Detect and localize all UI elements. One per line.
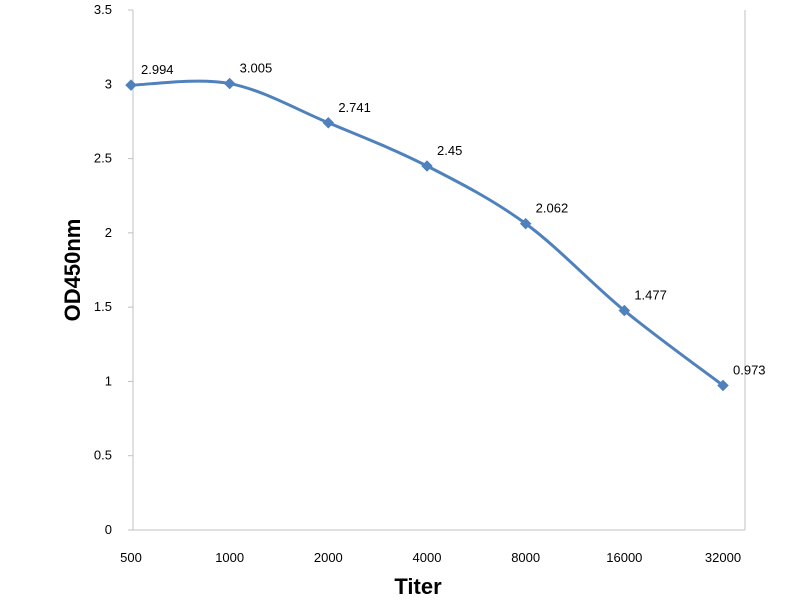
y-tick-label: 3 <box>105 76 112 91</box>
axes: 0 0.5 1 1.5 2 2.5 3 3.5 500 1000 2000 4000 8000 16000… <box>94 2 746 565</box>
x-tick-label: 1000 <box>215 550 244 565</box>
data-point-marker <box>223 77 236 90</box>
data-point-marker <box>717 379 729 392</box>
y-tick-label: 0 <box>105 522 112 537</box>
data-label: 2.45 <box>437 143 462 158</box>
data-label: 0.973 <box>733 362 766 377</box>
y-tick-label: 2.5 <box>94 151 112 166</box>
data-point-marker <box>421 160 433 172</box>
data-label: 2.994 <box>141 62 174 77</box>
data-labels: 2.994 3.005 2.741 2.45 2.062 1.477 0.973 <box>141 61 766 378</box>
y-tick-label: 1.5 <box>94 299 112 314</box>
y-axis-title: OD450nm <box>60 219 85 322</box>
data-label: 2.741 <box>338 100 371 115</box>
y-tick-label: 0.5 <box>94 448 112 463</box>
series-line <box>129 79 725 387</box>
data-label: 2.062 <box>536 201 569 216</box>
x-tick-label: 32000 <box>705 550 741 565</box>
data-point-marker <box>519 217 532 230</box>
x-tick-label: 4000 <box>413 550 442 565</box>
data-point-marker <box>322 116 335 129</box>
x-tick-label: 500 <box>120 550 142 565</box>
y-tick-label: 1 <box>105 373 112 388</box>
data-label: 3.005 <box>240 61 273 76</box>
data-label: 1.477 <box>634 288 667 303</box>
x-tick-label: 8000 <box>511 550 540 565</box>
x-tick-label: 2000 <box>314 550 343 565</box>
x-axis-title: Titer <box>394 574 442 599</box>
data-point-marker <box>125 79 137 92</box>
series-layer <box>125 77 729 392</box>
y-tick-label: 2 <box>105 225 112 240</box>
y-tick-label: 3.5 <box>94 2 112 17</box>
x-tick-label: 16000 <box>606 550 642 565</box>
data-point-marker <box>618 304 631 317</box>
